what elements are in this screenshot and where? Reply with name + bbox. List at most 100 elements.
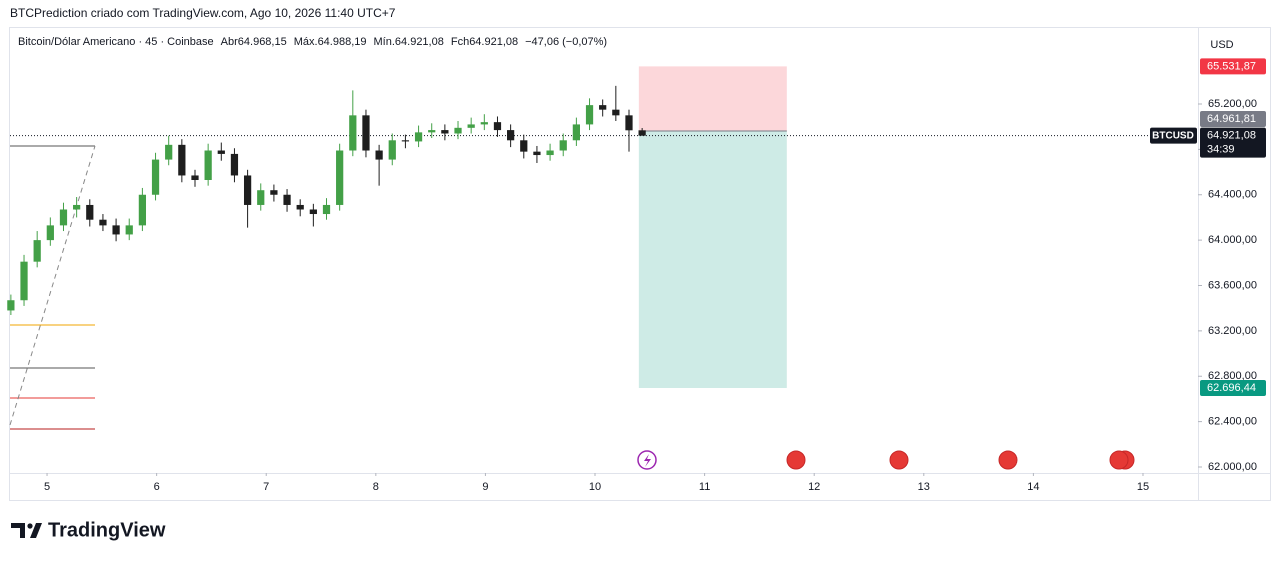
- legend-low: 64.921,08: [395, 36, 444, 48]
- candle-body: [112, 225, 120, 235]
- candle-body: [270, 190, 278, 195]
- legend-high_label: Máx.: [294, 36, 318, 48]
- candle-body: [309, 209, 317, 215]
- logo-dot: [27, 523, 33, 529]
- legend-low_label: Mín.: [374, 36, 395, 48]
- candle-body: [572, 124, 580, 141]
- y-tick-label: 64.000,00: [1208, 234, 1257, 246]
- candle-body: [467, 124, 475, 128]
- target-label-box: [1200, 379, 1266, 396]
- candle-body: [533, 151, 541, 156]
- event-icon[interactable]: [1109, 450, 1129, 470]
- candle-body: [59, 209, 68, 226]
- header: BTCPrediction criado com TradingView.com…: [10, 6, 396, 20]
- candle-body: [243, 175, 252, 205]
- candle-body: [612, 109, 620, 116]
- candle-body: [362, 115, 370, 151]
- drawing-dashed: [9, 145, 96, 426]
- x-tick-label: 5: [44, 481, 50, 493]
- stop-zone: [638, 66, 787, 132]
- frame: [9, 27, 1271, 501]
- event-bolt: [644, 454, 651, 467]
- y-tick-label: 62.400,00: [1208, 416, 1257, 428]
- candle-body: [138, 194, 147, 226]
- legend-change: −47,06 (−0,07%): [525, 36, 607, 48]
- candle-body: [414, 132, 423, 142]
- candle-body: [336, 150, 344, 205]
- x-tick-label: 7: [263, 481, 269, 493]
- x-tick-label: 14: [1027, 481, 1039, 493]
- stop-label-box: [1200, 58, 1266, 75]
- candle-body: [559, 140, 567, 151]
- target-label: 62.696,44: [1207, 382, 1256, 394]
- candle-body: [296, 204, 304, 210]
- legend-close_label: Fch: [451, 36, 469, 48]
- brand: TradingView: [48, 519, 166, 541]
- plot: Bitcoin/Dólar Americano · 45 · Coinbase A…: [7, 36, 1266, 493]
- candle-body: [283, 194, 291, 205]
- candle-body: [73, 204, 81, 210]
- x-tick-label: 8: [373, 481, 379, 493]
- logo-mark: [11, 523, 42, 538]
- x-tick-label: 15: [1137, 481, 1149, 493]
- x-tick-label: 9: [482, 481, 488, 493]
- candle-body: [480, 122, 488, 125]
- symbol-tag: BTCUSD: [1152, 130, 1194, 141]
- y-tick-label: 63.600,00: [1208, 279, 1257, 291]
- last-price-box: [1200, 127, 1266, 158]
- candle-body: [230, 153, 239, 176]
- candle-body: [625, 115, 633, 131]
- legend-open: 64.968,15: [238, 36, 287, 48]
- entry-label: 64.961,81: [1207, 113, 1256, 125]
- candle-body: [638, 130, 646, 136]
- candle-body: [217, 150, 225, 154]
- last-price-label: 64.921,08: [1207, 130, 1256, 142]
- candle-body: [257, 190, 265, 205]
- candle-body: [375, 150, 383, 160]
- candle-body: [178, 144, 186, 176]
- symbol-box: [1150, 127, 1197, 144]
- y-tick-label: 62.800,00: [1208, 370, 1257, 382]
- x-tick-label: 11: [699, 481, 710, 493]
- candle-body: [388, 140, 396, 160]
- event-icon[interactable]: [786, 450, 806, 470]
- candle-body: [20, 261, 28, 301]
- candle-body: [125, 225, 133, 235]
- candle-body: [46, 225, 54, 241]
- legend-open_label: Abr: [221, 36, 238, 48]
- candle-body: [401, 140, 410, 142]
- y-tick-label: 64.400,00: [1208, 189, 1257, 201]
- candle-body: [99, 219, 107, 226]
- entry-label-box: [1200, 111, 1266, 128]
- target-zone: [638, 131, 787, 388]
- candle-body: [191, 175, 199, 181]
- candle-body: [507, 130, 515, 141]
- currency: USD: [1210, 39, 1233, 51]
- events: [637, 450, 1135, 470]
- drawings: [9, 145, 96, 430]
- candle-body: [322, 204, 331, 215]
- legend-high: 64.988,19: [318, 36, 367, 48]
- x-tick-label: 10: [589, 481, 601, 493]
- event-icon[interactable]: [889, 450, 909, 470]
- brand-logo: TradingView: [11, 519, 166, 541]
- legend-close: 64.921,08: [469, 36, 518, 48]
- candle-body: [204, 150, 212, 181]
- candle-body: [86, 204, 94, 220]
- y-tick-label: 65.200,00: [1208, 98, 1257, 110]
- candle-body: [546, 150, 554, 156]
- candle-body: [33, 240, 41, 262]
- event-icon[interactable]: [998, 450, 1018, 470]
- x-tick-label: 12: [808, 481, 820, 493]
- legend-symbol: Bitcoin/Dólar Americano · 45 · Coinbase: [18, 36, 214, 48]
- y-tick-label: 63.200,00: [1208, 325, 1257, 337]
- candle-body: [441, 130, 449, 134]
- candle-body: [349, 115, 357, 151]
- y-tick-label: 62.000,00: [1208, 461, 1257, 473]
- candle-body: [165, 144, 173, 160]
- candle-body: [151, 159, 160, 195]
- countdown: 34:39: [1207, 144, 1235, 156]
- stop-label: 65.531,87: [1207, 60, 1256, 72]
- candle-body: [454, 127, 462, 134]
